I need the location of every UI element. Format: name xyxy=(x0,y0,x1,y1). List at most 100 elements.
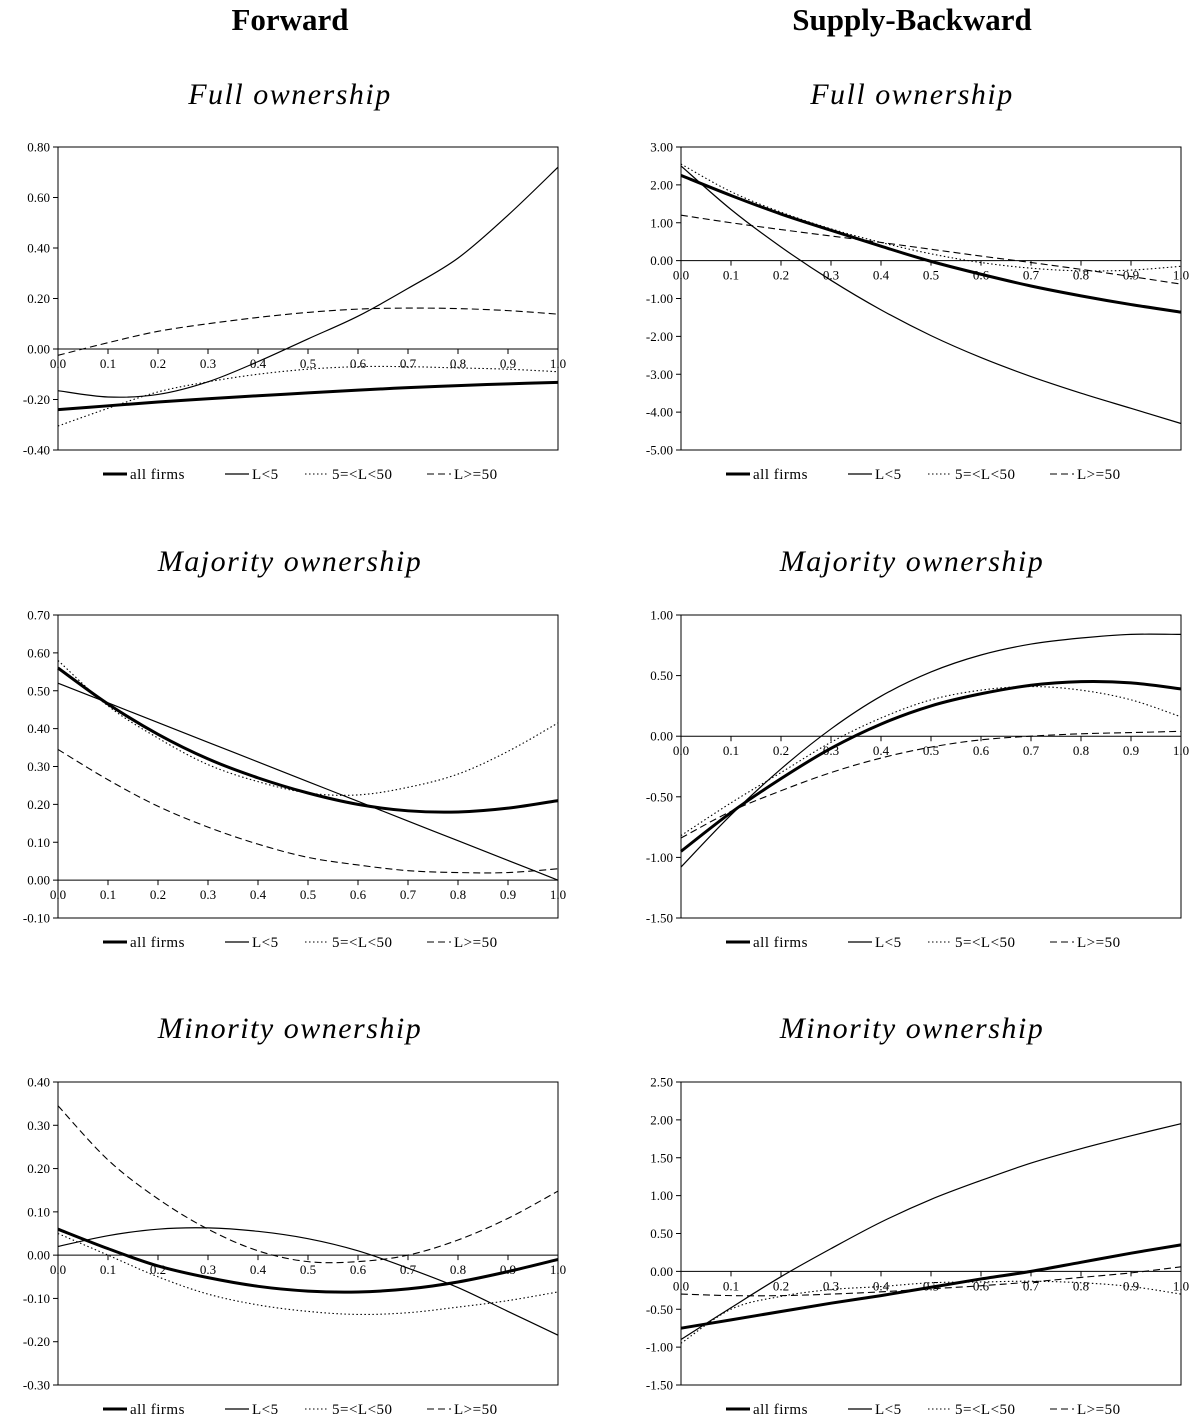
series-line-5-l-50 xyxy=(680,163,1182,272)
y-tick-label: 0.50 xyxy=(650,668,673,683)
x-tick-label: 0.8 xyxy=(1073,743,1089,758)
y-tick-label: -0.10 xyxy=(23,1291,50,1306)
y-tick-label: 0.00 xyxy=(27,1248,50,1263)
y-tick-label: 0.40 xyxy=(27,721,50,736)
legend-entry: L<5 xyxy=(875,1402,902,1418)
y-tick-label: -0.50 xyxy=(646,1302,673,1317)
legend-entry: all firms xyxy=(753,935,808,951)
x-tick-label: 0.0 xyxy=(50,356,66,371)
y-tick-label: 0.20 xyxy=(27,291,50,306)
series-line-5-l-50 xyxy=(57,660,559,796)
x-tick-label: 0.5 xyxy=(300,1262,316,1277)
legend-entry: L>=50 xyxy=(454,1402,498,1418)
y-tick-label: 0.70 xyxy=(27,608,50,623)
y-tick-label: 0.00 xyxy=(27,873,50,888)
panel-title: Full ownership xyxy=(810,78,1014,111)
chart-panel-5: 0.40 0.30 0.20 0.10 0.00 -0.10 -0.20 -0.30 0.0 0.… xyxy=(23,1075,566,1419)
x-tick-label: 0.7 xyxy=(400,356,417,371)
legend-entry: L<5 xyxy=(252,1402,279,1418)
x-tick-label: 0.2 xyxy=(773,743,789,758)
column-heading-supply-backward: Supply-Backward xyxy=(792,2,1032,37)
y-tick-label: 0.60 xyxy=(27,645,50,660)
x-tick-label: 0.2 xyxy=(150,356,166,371)
x-tick-label: 0.3 xyxy=(200,887,216,902)
y-tick-label: 0.00 xyxy=(27,342,50,357)
series-line-5-l-50 xyxy=(680,685,1182,837)
x-tick-label: 0.1 xyxy=(723,1278,739,1293)
y-tick-label: -1.00 xyxy=(646,1340,673,1355)
y-tick-label: 0.00 xyxy=(650,729,673,744)
legend-entry: 5=<L<50 xyxy=(955,935,1016,951)
legend-entry: L>=50 xyxy=(1077,467,1121,483)
x-tick-label: 0.1 xyxy=(100,356,116,371)
column-heading-forward: Forward xyxy=(231,2,349,37)
x-tick-label: 0.8 xyxy=(1073,1278,1089,1293)
y-tick-label: 0.30 xyxy=(27,1118,50,1133)
legend-entry: L<5 xyxy=(875,935,902,951)
y-tick-label: 0.80 xyxy=(27,140,50,155)
legend-entry: all firms xyxy=(130,1402,185,1418)
x-tick-label: 0.9 xyxy=(1123,1278,1139,1293)
y-tick-label: -1.50 xyxy=(646,911,673,926)
series-line-l-5 xyxy=(680,165,1182,425)
panel-title: Majority ownership xyxy=(779,545,1045,578)
chart-panel-2: 3.00 2.00 1.00 0.00 -1.00 -2.00 -3.00 -4.00 -5.0… xyxy=(646,140,1189,484)
chart-panel-3: 0.70 0.60 0.50 0.40 0.30 0.20 0.10 0.00 -0.100.0… xyxy=(23,608,566,952)
series-line-all-firms xyxy=(680,680,1182,853)
series-line-5-l-50 xyxy=(57,365,559,427)
y-tick-label: 0.40 xyxy=(27,1075,50,1090)
x-tick-label: 0.4 xyxy=(873,268,890,283)
x-tick-label: 0.2 xyxy=(150,887,166,902)
y-tick-label: -0.20 xyxy=(23,1334,50,1349)
x-tick-label: 0.4 xyxy=(250,1262,267,1277)
series-line-all-firms xyxy=(57,1227,559,1294)
y-tick-label: 0.00 xyxy=(650,253,673,268)
x-tick-label: 0.9 xyxy=(1123,268,1139,283)
legend-entry: 5=<L<50 xyxy=(332,935,393,951)
legend-entry: 5=<L<50 xyxy=(955,1402,1016,1418)
x-tick-label: 0.5 xyxy=(923,743,939,758)
x-tick-label: 0.2 xyxy=(773,1278,789,1293)
panel-title: Majority ownership xyxy=(157,545,423,578)
y-tick-label: 0.20 xyxy=(27,1161,50,1176)
y-tick-label: 0.50 xyxy=(27,683,50,698)
legend-entry: L>=50 xyxy=(1077,1402,1121,1418)
series-line-all-firms xyxy=(680,1243,1182,1330)
x-tick-label: 0.5 xyxy=(300,356,316,371)
legend-entry: all firms xyxy=(753,1402,808,1418)
y-tick-label: -2.00 xyxy=(646,329,673,344)
plot-area xyxy=(57,614,559,919)
x-tick-label: 0.1 xyxy=(723,268,739,283)
plot-area xyxy=(57,1081,559,1386)
x-tick-label: 0.7 xyxy=(1023,743,1040,758)
y-tick-label: 2.00 xyxy=(650,1112,673,1127)
y-tick-label: -0.20 xyxy=(23,392,50,407)
x-tick-label: 0.9 xyxy=(500,887,516,902)
plot-area xyxy=(680,1081,1182,1386)
legend-entry: L>=50 xyxy=(454,467,498,483)
y-tick-label: 2.00 xyxy=(650,177,673,192)
x-tick-label: 0.7 xyxy=(1023,268,1040,283)
series-line-l-5 xyxy=(680,633,1182,868)
legend-entry: all firms xyxy=(130,935,185,951)
x-tick-label: 0.7 xyxy=(1023,1278,1040,1293)
legend-entry: L<5 xyxy=(875,467,902,483)
y-tick-label: 0.60 xyxy=(27,190,50,205)
series-line-l-5 xyxy=(680,1123,1182,1341)
x-tick-label: 0.6 xyxy=(350,356,367,371)
series-line-all-firms xyxy=(57,380,559,412)
y-tick-label: 0.50 xyxy=(650,1226,673,1241)
chart-panel-1: 0.80 0.60 0.40 0.20 0.00 -0.20 -0.40 0.0 0.1 0.2 0… xyxy=(23,140,566,484)
x-tick-label: 0.4 xyxy=(873,1278,890,1293)
y-tick-label: -1.50 xyxy=(646,1378,673,1393)
legend-entry: L>=50 xyxy=(1077,935,1121,951)
x-tick-label: 1.0 xyxy=(1173,1278,1189,1293)
x-tick-label: 0.3 xyxy=(200,1262,216,1277)
y-tick-label: 1.00 xyxy=(650,608,673,623)
chart-panel-4: 1.000.500.00-0.50-1.00-1.500.0 0.1 0.2 0.3 0… xyxy=(646,608,1189,952)
y-tick-label: 0.40 xyxy=(27,241,50,256)
panel-title: Full ownership xyxy=(188,78,392,111)
x-tick-label: 0.8 xyxy=(1073,268,1089,283)
x-tick-label: 0.1 xyxy=(100,887,116,902)
